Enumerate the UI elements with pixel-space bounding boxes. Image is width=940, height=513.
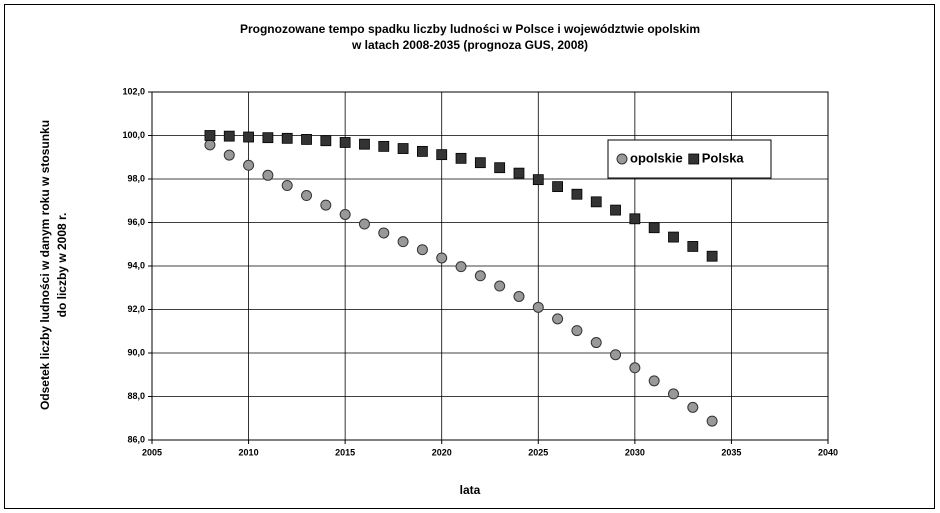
marker xyxy=(301,190,313,202)
marker xyxy=(243,131,254,143)
marker xyxy=(668,231,679,243)
marker xyxy=(571,188,583,200)
marker xyxy=(204,139,216,151)
marker xyxy=(223,149,235,161)
marker xyxy=(436,149,448,161)
marker xyxy=(378,140,390,152)
marker xyxy=(629,213,641,225)
x-tick-label: 2030 xyxy=(625,447,645,457)
y-tick-label: 88,0 xyxy=(127,391,145,401)
marker xyxy=(301,134,312,145)
marker xyxy=(494,162,506,174)
marker xyxy=(262,132,274,144)
marker xyxy=(687,401,699,413)
marker xyxy=(590,337,602,349)
marker xyxy=(397,143,409,154)
marker xyxy=(474,157,486,169)
marker xyxy=(513,167,525,179)
marker xyxy=(358,218,370,230)
x-tick-label: 2025 xyxy=(528,447,548,457)
marker xyxy=(610,349,622,361)
y-tick-label: 96,0 xyxy=(127,217,145,227)
legend-box xyxy=(607,139,772,179)
marker xyxy=(455,261,467,273)
y-tick-label: 94,0 xyxy=(127,260,145,270)
marker xyxy=(590,196,602,208)
marker xyxy=(416,145,428,157)
marker xyxy=(667,388,679,400)
y-tick-label: 90,0 xyxy=(127,347,145,357)
marker xyxy=(629,362,641,374)
y-tick-label: 98,0 xyxy=(127,173,145,183)
marker xyxy=(648,222,660,234)
marker xyxy=(648,375,660,387)
y-tick-label: 100,0 xyxy=(122,130,145,140)
marker xyxy=(262,169,274,181)
marker xyxy=(320,199,332,211)
marker xyxy=(320,135,332,147)
marker xyxy=(706,250,718,262)
y-tick-label: 102,0 xyxy=(122,86,145,96)
legend-label: opolskie xyxy=(630,150,683,165)
marker xyxy=(688,153,700,165)
marker xyxy=(532,174,544,186)
marker xyxy=(552,313,564,325)
marker xyxy=(339,208,351,220)
marker xyxy=(223,130,235,142)
marker xyxy=(281,180,293,192)
marker xyxy=(339,137,351,148)
y-axis-label: Odsetek liczby ludności w danym roku w s… xyxy=(38,120,52,410)
marker xyxy=(455,152,467,164)
marker xyxy=(532,301,544,313)
x-tick-label: 2010 xyxy=(239,447,259,457)
x-tick-label: 2040 xyxy=(818,447,838,457)
marker xyxy=(281,132,293,144)
marker xyxy=(494,280,506,292)
legend-label: Polska xyxy=(702,150,745,165)
chart-title: Prognozowane tempo spadku liczby ludnośc… xyxy=(240,22,700,36)
x-tick-label: 2035 xyxy=(721,447,741,457)
y-axis-label: do liczby w 2008 r. xyxy=(55,213,69,318)
x-tick-label: 2005 xyxy=(142,447,162,457)
marker xyxy=(571,325,583,337)
y-tick-label: 92,0 xyxy=(127,304,145,314)
marker xyxy=(687,241,699,252)
marker xyxy=(474,270,486,282)
marker xyxy=(416,244,428,256)
marker xyxy=(397,236,409,248)
marker xyxy=(359,138,370,150)
chart-title: w latach 2008-2035 (prognoza GUS, 2008) xyxy=(351,38,588,52)
marker xyxy=(610,204,621,216)
x-tick-label: 2020 xyxy=(432,447,452,457)
x-tick-label: 2015 xyxy=(335,447,355,457)
marker xyxy=(616,153,628,165)
marker xyxy=(513,290,525,302)
marker xyxy=(436,252,448,264)
x-axis-label: lata xyxy=(460,483,481,497)
marker xyxy=(706,415,718,427)
marker xyxy=(204,130,216,141)
marker xyxy=(243,159,255,171)
y-tick-label: 86,0 xyxy=(127,434,145,444)
marker xyxy=(378,227,390,239)
marker xyxy=(552,181,563,193)
